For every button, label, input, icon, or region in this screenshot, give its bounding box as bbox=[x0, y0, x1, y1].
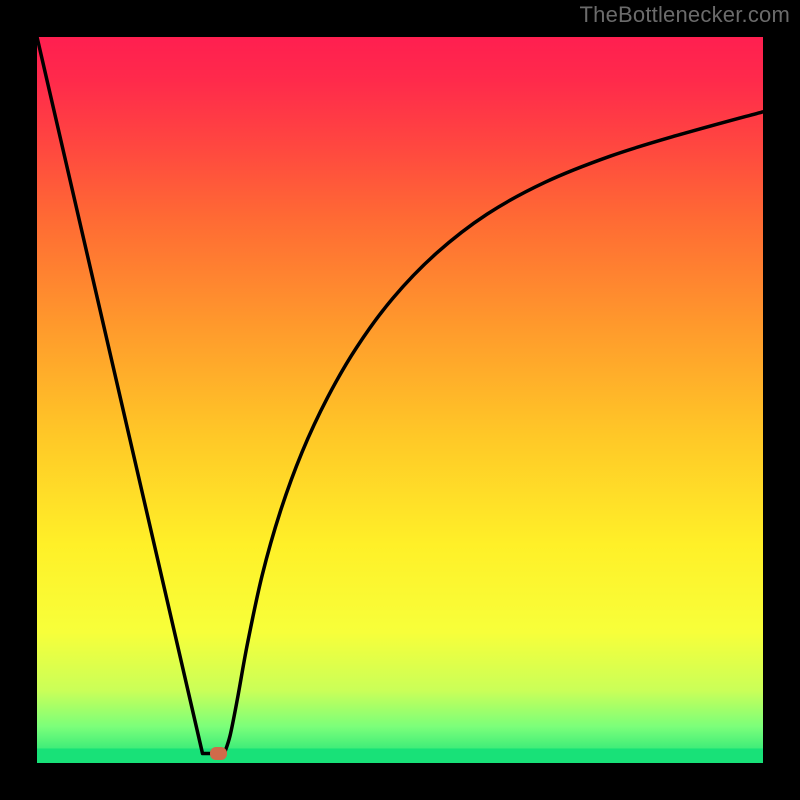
chart-svg bbox=[0, 0, 800, 800]
bottleneck-chart: TheBottlenecker.com bbox=[0, 0, 800, 800]
watermark-text: TheBottlenecker.com bbox=[580, 2, 790, 28]
